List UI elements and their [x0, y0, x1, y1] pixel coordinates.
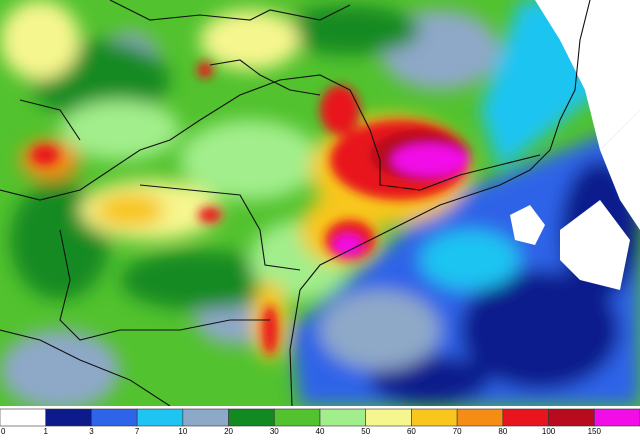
legend-level-label: 20	[224, 427, 233, 436]
legend-swatch	[136, 408, 184, 427]
legend-level-label: 30	[270, 427, 279, 436]
legend-level-label: 7	[135, 427, 140, 436]
legend-swatch	[319, 408, 367, 427]
legend-swatch	[411, 408, 458, 427]
legend-level-label: 70	[453, 427, 462, 436]
legend-level-label: 60	[407, 427, 416, 436]
legend-swatch	[365, 408, 412, 427]
legend-swatch	[548, 408, 595, 427]
legend-swatch	[502, 408, 549, 427]
legend-level-label: 0	[1, 427, 6, 436]
legend-swatch	[182, 408, 229, 427]
legend-level-label: 50	[361, 427, 370, 436]
borders	[0, 0, 591, 406]
legend-level-label: 40	[316, 427, 325, 436]
map-field	[0, 0, 640, 406]
legend-swatch	[593, 408, 640, 427]
color-legend: 0 1 3 7 10 20 30 40 50 60 70 80 100 150	[0, 408, 640, 436]
legend-swatch	[91, 408, 138, 427]
legend-level-label: 100	[542, 427, 556, 436]
legend-level-label: 1	[43, 427, 48, 436]
legend-level-label: 150	[588, 427, 602, 436]
legend-swatch	[45, 408, 92, 427]
legend-swatch	[0, 408, 47, 427]
legend-level-label: 10	[178, 427, 187, 436]
legend-level-label: 80	[498, 427, 507, 436]
legend-swatch	[456, 408, 504, 427]
legend-swatch	[273, 408, 321, 427]
legend-swatch	[228, 408, 275, 427]
legend-level-label: 3	[89, 427, 94, 436]
